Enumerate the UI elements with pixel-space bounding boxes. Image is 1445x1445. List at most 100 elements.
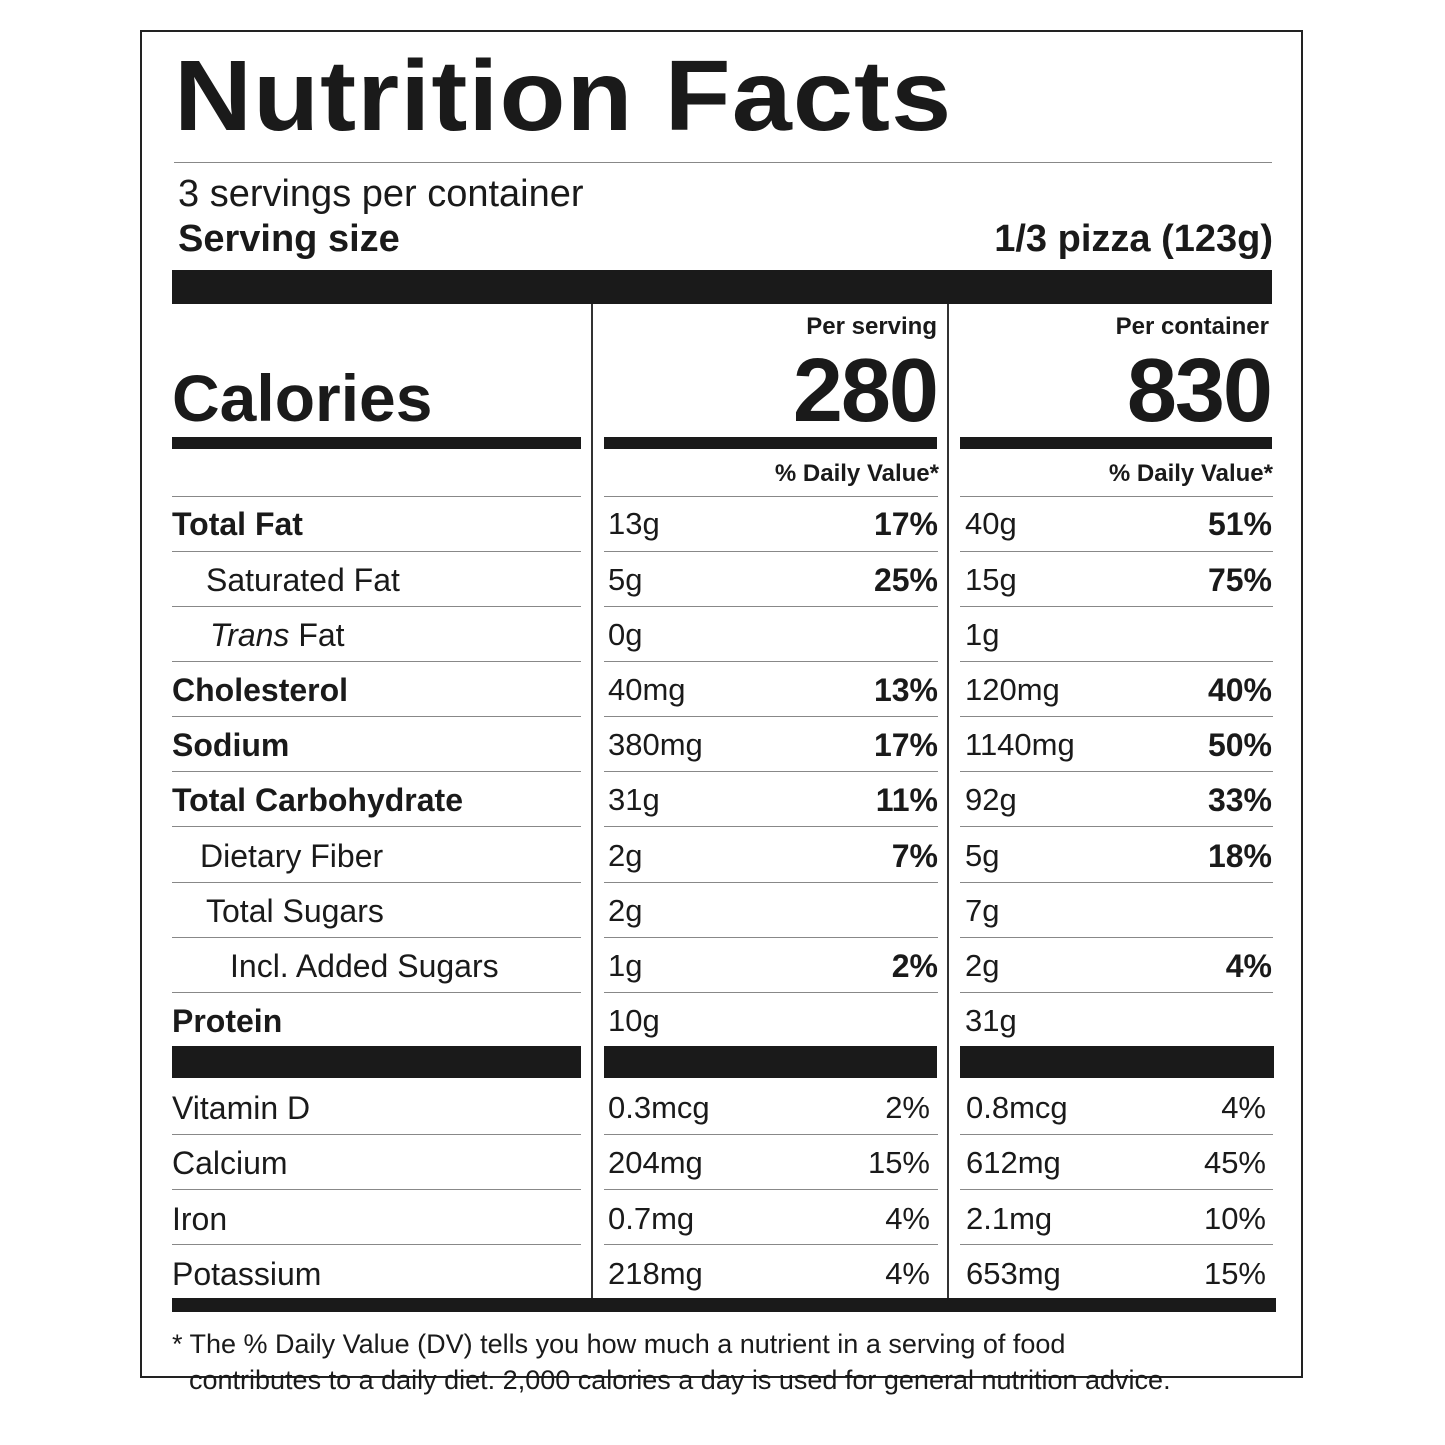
serv-amt-calcium: 204mg [608,1145,703,1180]
nutrient-label-sodium: Sodium [172,727,290,763]
row-separator [604,661,938,662]
row-separator [172,1189,581,1190]
row-separator [604,771,938,772]
title-divider [174,162,1272,163]
cont-dv-potassium: 15% [1203,1256,1266,1291]
cont-amt-total-carbohydrate: 92g [965,782,1017,817]
calories-label: Calories [172,361,433,435]
cont-amt-iron: 2.1mg [966,1201,1053,1236]
row-separator [172,1244,581,1245]
row-separator [960,771,1273,772]
serv-amt-sodium: 380mg [608,727,703,762]
vitamin-label-calcium: Calcium [172,1145,288,1181]
serv-amt-total-fat: 13g [608,506,660,541]
label-title: Nutrition Facts [174,40,953,152]
nutrient-label-trans-fat: Trans Fat [210,617,345,654]
cont-amt-saturated-fat: 15g [965,562,1017,597]
row-separator [172,937,581,938]
row-separator [960,661,1273,662]
row-separator [604,992,938,993]
serv-amt-protein: 10g [608,1003,660,1038]
row-separator [960,882,1273,883]
serv-dv-potassium: 4% [885,1256,930,1291]
row-separator [604,1189,938,1190]
cont-amt-protein: 31g [965,1003,1017,1038]
row-separator [172,771,581,772]
row-separator [960,1134,1273,1135]
nutrient-label-saturated-fat: Saturated Fat [206,562,400,598]
row-separator [604,937,938,938]
row-separator [172,882,581,883]
per-serving-header: Per serving [806,313,937,340]
footnote-line-1: * The % Daily Value (DV) tells you how m… [172,1329,1066,1359]
footnote: * The % Daily Value (DV) tells you how m… [172,1326,1171,1398]
row-separator [960,1244,1273,1245]
serving-thick-bar [172,270,1272,304]
cont-amt-trans-fat: 1g [965,617,1000,652]
serv-amt-vitamin-d: 0.3mcg [608,1090,710,1125]
cont-amt-total-fat: 40g [965,506,1017,541]
row-separator [172,551,581,552]
row-separator [604,1244,938,1245]
column-divider-2 [947,304,949,1300]
footer-thick-bar [172,1298,1276,1312]
cont-amt-added-sugars: 2g [965,948,1000,983]
cont-dv-iron: 10% [1203,1201,1266,1236]
serv-amt-trans-fat: 0g [608,617,643,652]
row-separator [960,1189,1273,1190]
calories-bar-2 [604,437,937,449]
row-separator [960,606,1273,607]
nutrient-label-total-carbohydrate: Total Carbohydrate [172,782,463,818]
servings-per-container: 3 servings per container [178,173,584,215]
nutrient-label-protein: Protein [172,1003,283,1039]
row-separator [604,551,938,552]
calories-per-container: 830 [1126,341,1273,441]
vitamin-label-potassium: Potassium [172,1256,322,1292]
cont-dv-saturated-fat: 75% [1207,562,1272,598]
row-separator [172,1134,581,1135]
row-separator [960,937,1273,938]
cont-amt-calcium: 612mg [966,1145,1061,1180]
cont-dv-vitamin-d: 4% [1221,1090,1266,1125]
row-separator [604,606,938,607]
cont-dv-sodium: 50% [1207,727,1272,763]
serv-dv-calcium: 15% [867,1145,930,1180]
serv-dv-vitamin-d: 2% [885,1090,930,1125]
serv-dv-iron: 4% [885,1201,930,1236]
per-container-header: Per container [1115,313,1269,340]
cont-dv-total-carbohydrate: 33% [1207,782,1272,818]
row-separator [960,551,1273,552]
row-separator [604,826,938,827]
vitamin-label-vitamin-d: Vitamin D [172,1090,311,1126]
serv-amt-saturated-fat: 5g [608,562,643,597]
protein-bar-1 [172,1046,581,1078]
row-separator [960,716,1273,717]
calories-bar-1 [172,437,581,449]
cont-dv-added-sugars: 4% [1225,948,1272,984]
serv-dv-cholesterol: 13% [873,672,938,708]
dv-header-container: % Daily Value* [1108,460,1273,487]
serv-amt-cholesterol: 40mg [608,672,686,707]
trans-italic: Trans [210,617,290,653]
row-separator [604,882,938,883]
row-separator [172,716,581,717]
cont-amt-potassium: 653mg [966,1256,1061,1291]
calories-bar-3 [960,437,1272,449]
cont-amt-total-sugars: 7g [965,893,1000,928]
row-separator [172,496,581,497]
cont-dv-cholesterol: 40% [1207,672,1272,708]
protein-bar-2 [604,1046,937,1078]
row-separator [172,606,581,607]
protein-bar-3 [960,1046,1274,1078]
nutrition-facts-panel [140,30,1303,1378]
vitamin-label-iron: Iron [172,1201,228,1237]
row-separator [604,716,938,717]
serv-dv-saturated-fat: 25% [873,562,938,598]
row-separator [604,1134,938,1135]
serv-dv-total-carbohydrate: 11% [875,782,938,818]
serv-amt-potassium: 218mg [608,1256,703,1291]
cont-dv-dietary-fiber: 18% [1207,838,1272,874]
row-separator [172,826,581,827]
serv-amt-total-carbohydrate: 31g [608,782,660,817]
serv-dv-dietary-fiber: 7% [891,838,938,874]
